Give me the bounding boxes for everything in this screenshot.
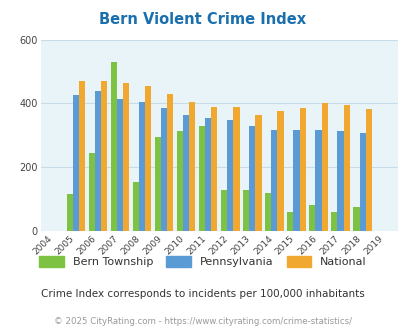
Bar [189, 102, 195, 231]
Bar [211, 107, 217, 231]
Bar [177, 130, 183, 231]
Bar [337, 131, 343, 231]
Bar [233, 107, 239, 231]
Bar [183, 115, 189, 231]
Bar [205, 118, 211, 231]
Bar [271, 130, 277, 231]
Bar [198, 126, 205, 231]
Bar [72, 95, 79, 231]
Bar [220, 189, 227, 231]
Bar [277, 112, 283, 231]
Bar [255, 115, 261, 231]
Bar [286, 212, 293, 231]
Bar [66, 194, 72, 231]
Bar [330, 212, 337, 231]
Bar [315, 130, 321, 231]
Bar [139, 102, 145, 231]
Bar [243, 189, 249, 231]
Bar [101, 81, 107, 231]
Text: Bern Violent Crime Index: Bern Violent Crime Index [99, 12, 306, 26]
Bar [154, 137, 161, 231]
Bar [309, 206, 315, 231]
Bar [293, 130, 299, 231]
Legend: Bern Township, Pennsylvania, National: Bern Township, Pennsylvania, National [35, 251, 370, 271]
Bar [123, 82, 129, 231]
Bar [132, 182, 139, 231]
Bar [352, 207, 358, 231]
Bar [117, 99, 123, 231]
Bar [145, 86, 151, 231]
Bar [161, 108, 167, 231]
Bar [227, 120, 233, 231]
Bar [299, 108, 305, 231]
Bar [167, 94, 173, 231]
Bar [358, 133, 365, 231]
Bar [95, 91, 101, 231]
Bar [249, 126, 255, 231]
Bar [321, 103, 327, 231]
Bar [264, 193, 271, 231]
Bar [365, 109, 371, 231]
Bar [79, 81, 85, 231]
Text: Crime Index corresponds to incidents per 100,000 inhabitants: Crime Index corresponds to incidents per… [41, 289, 364, 299]
Bar [111, 62, 117, 231]
Bar [88, 153, 95, 231]
Bar [343, 105, 349, 231]
Text: © 2025 CityRating.com - https://www.cityrating.com/crime-statistics/: © 2025 CityRating.com - https://www.city… [54, 317, 351, 326]
